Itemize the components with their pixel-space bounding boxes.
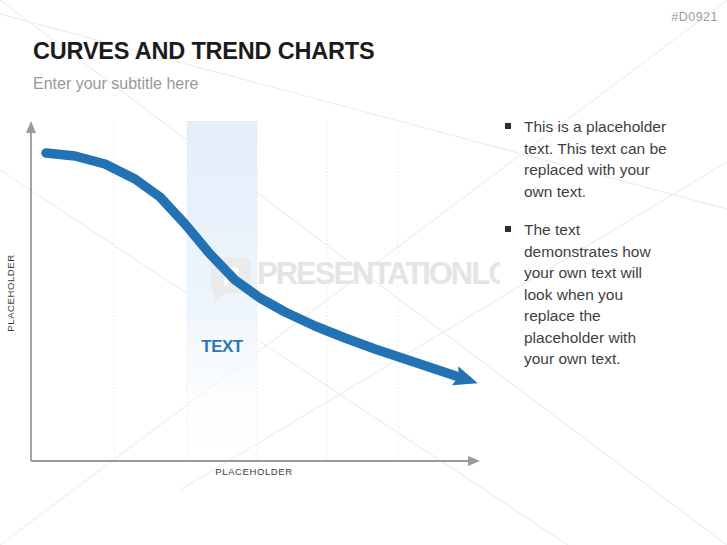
y-axis-label: PLACEHOLDER xyxy=(5,254,16,331)
list-item: The text demonstrates how your own text … xyxy=(505,219,697,370)
bullet-text: The text demonstrates how your own text … xyxy=(524,219,651,370)
list-item: This is a placeholder text. This text ca… xyxy=(505,116,697,202)
slide-subtitle: Enter your subtitle here xyxy=(33,75,198,93)
square-bullet-icon xyxy=(505,226,511,232)
square-bullet-icon xyxy=(505,123,511,129)
slide-canvas: #D0921 CURVES AND TREND CHARTS Enter you… xyxy=(0,0,727,545)
band-label: TEXT xyxy=(201,337,244,356)
trend-chart: P PRESENTATIONLOAD TEXT PLACEHOLDER PLAC… xyxy=(0,100,500,500)
x-axis-label: PLACEHOLDER xyxy=(215,466,292,477)
bullet-list: This is a placeholder text. This text ca… xyxy=(505,116,697,387)
slide-title: CURVES AND TREND CHARTS xyxy=(33,38,374,65)
bullet-text: This is a placeholder text. This text ca… xyxy=(524,116,667,202)
watermark-text: PRESENTATIONLOAD xyxy=(257,256,500,291)
product-code: #D0921 xyxy=(671,10,718,24)
